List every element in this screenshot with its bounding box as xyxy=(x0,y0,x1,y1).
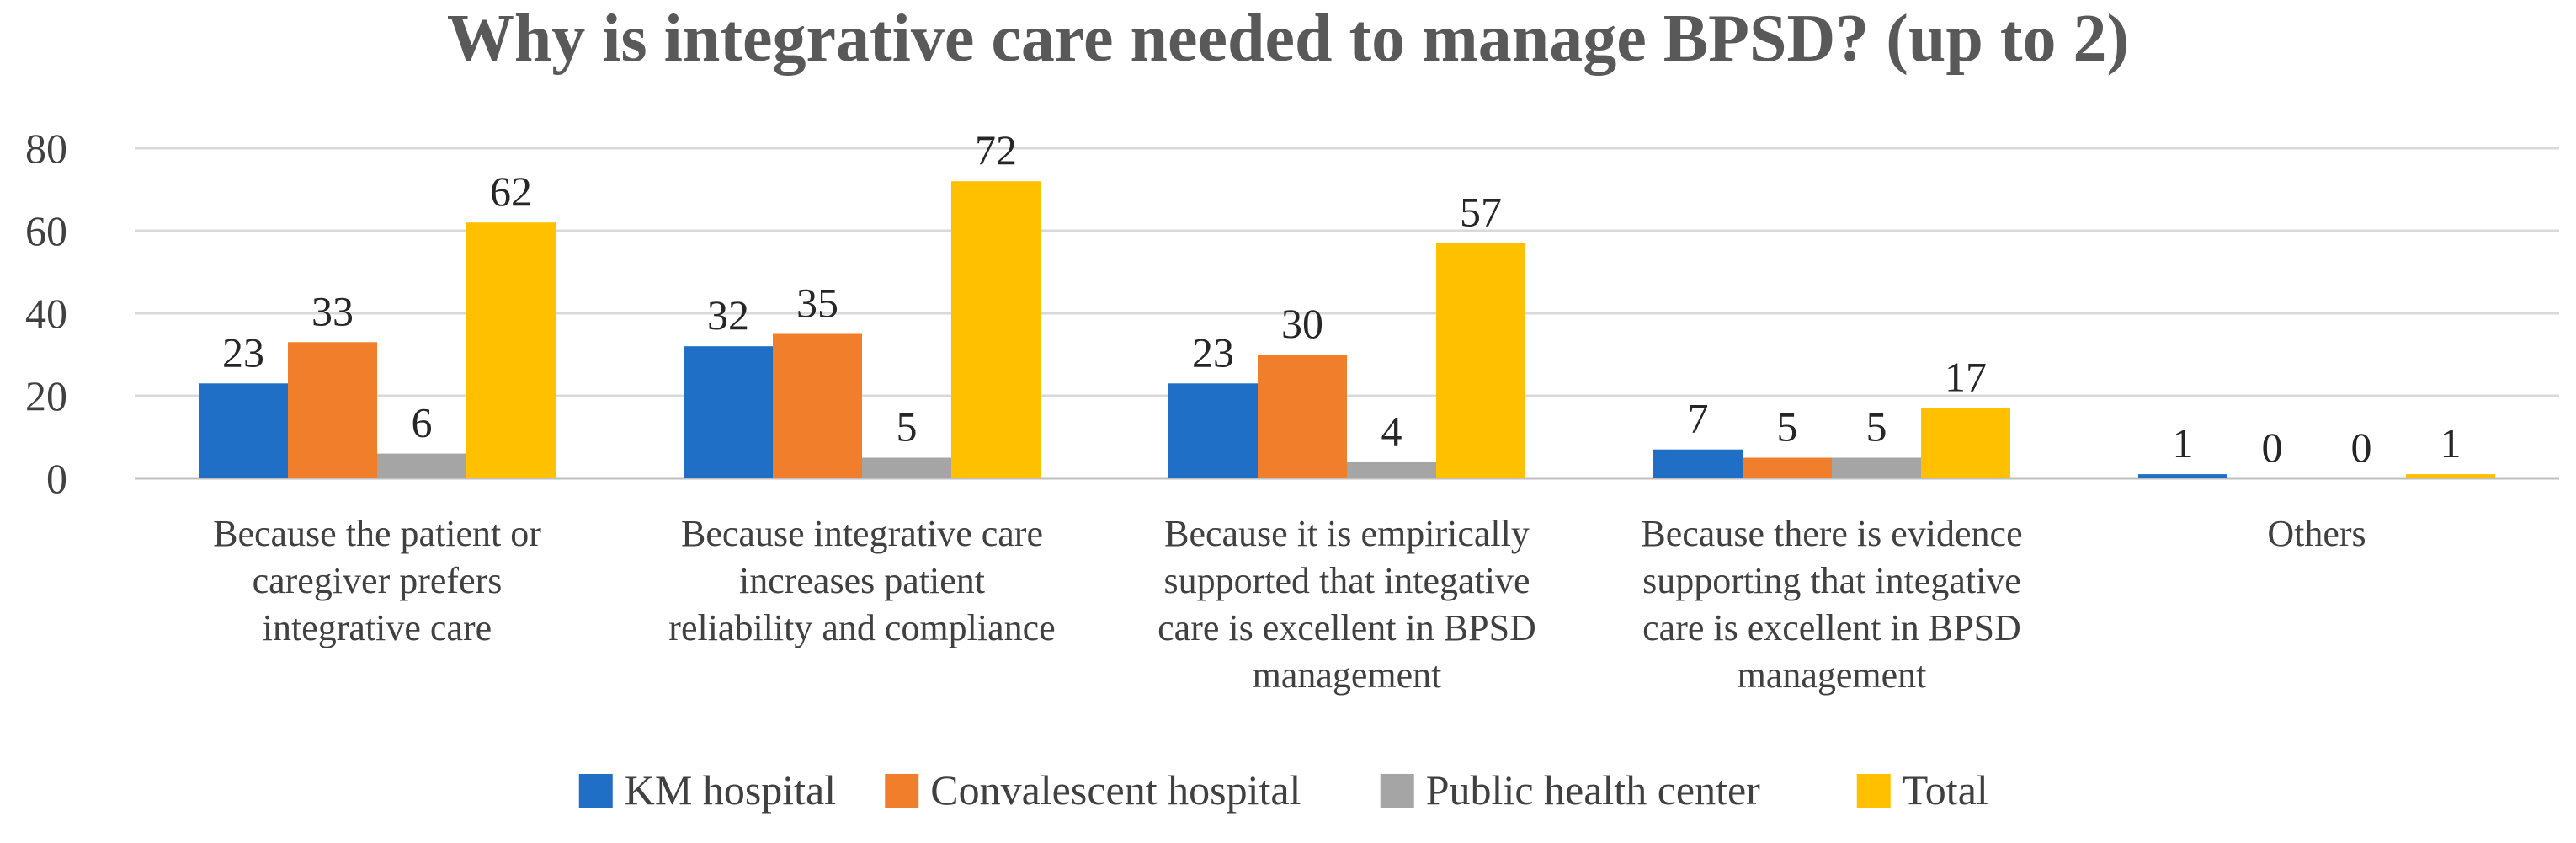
category-label: Because there is evidence supporting that… xyxy=(1641,513,2022,696)
y-tick-label: 40 xyxy=(25,290,67,337)
bar xyxy=(2138,474,2227,478)
data-label: 35 xyxy=(796,280,838,327)
bar xyxy=(773,333,862,478)
data-label: 23 xyxy=(1192,328,1234,376)
bar xyxy=(1743,457,1832,478)
category-labels: Because the patient or caregiver prefers i… xyxy=(213,513,2366,696)
data-label: 23 xyxy=(222,328,264,376)
data-label: 1 xyxy=(2440,419,2462,467)
data-label: 62 xyxy=(490,168,532,215)
bar xyxy=(1347,462,1436,478)
category-label: Because it is empirically supported that … xyxy=(1158,513,1536,696)
y-axis-ticks: 0 20 40 60 80 xyxy=(25,125,67,502)
legend: KM hospital Convalescent hospital Public h… xyxy=(578,766,1988,814)
data-label: 1 xyxy=(2173,419,2194,467)
y-tick-label: 80 xyxy=(25,125,67,172)
bar xyxy=(199,383,288,478)
bars xyxy=(199,181,2495,478)
data-label: 72 xyxy=(975,126,1017,173)
bar xyxy=(377,453,466,478)
data-label: 5 xyxy=(1866,403,1887,451)
category-label: Others xyxy=(2267,513,2366,554)
bar xyxy=(1258,355,1347,478)
data-label: 0 xyxy=(2262,424,2283,471)
legend-swatch xyxy=(1856,774,1891,808)
bar xyxy=(466,222,556,478)
y-tick-label: 60 xyxy=(25,207,67,254)
data-label: 33 xyxy=(311,287,354,334)
data-label: 32 xyxy=(707,291,749,339)
bar xyxy=(2406,474,2495,478)
bar xyxy=(1832,457,1921,478)
bar xyxy=(1168,383,1258,478)
legend-label: Convalescent hospital xyxy=(930,766,1301,814)
y-tick-label: 0 xyxy=(46,455,67,502)
y-tick-label: 20 xyxy=(25,372,67,419)
legend-swatch xyxy=(885,774,919,808)
data-label: 4 xyxy=(1381,407,1402,454)
chart-title: Why is integrative care needed to manage… xyxy=(447,2,2129,76)
legend-swatch xyxy=(1380,774,1414,808)
bar xyxy=(288,342,377,478)
bar xyxy=(1436,243,1525,478)
legend-swatch xyxy=(578,774,613,808)
data-labels: 23 33 6 62 32 35 5 72 23 30 4 57 7 5 5 17 1 0 0 1 xyxy=(222,126,2462,471)
bar xyxy=(951,181,1041,478)
category-label: Because integrative care increases patien… xyxy=(668,513,1055,648)
bar xyxy=(684,346,773,478)
legend-label: KM hospital xyxy=(625,766,836,814)
legend-label: Total xyxy=(1903,766,1988,814)
bar xyxy=(1921,408,2010,478)
bar xyxy=(1653,449,1743,478)
data-label: 57 xyxy=(1460,189,1502,236)
data-label: 6 xyxy=(412,399,433,446)
data-label: 5 xyxy=(897,403,918,451)
category-label: Because the patient or caregiver prefers i… xyxy=(213,513,541,648)
data-label: 0 xyxy=(2351,424,2372,471)
data-label: 7 xyxy=(1688,395,1709,442)
bar xyxy=(862,457,951,478)
data-label: 17 xyxy=(1945,354,1987,401)
data-label: 5 xyxy=(1777,403,1798,451)
data-label: 30 xyxy=(1281,300,1323,347)
legend-label: Public health center xyxy=(1426,766,1760,814)
